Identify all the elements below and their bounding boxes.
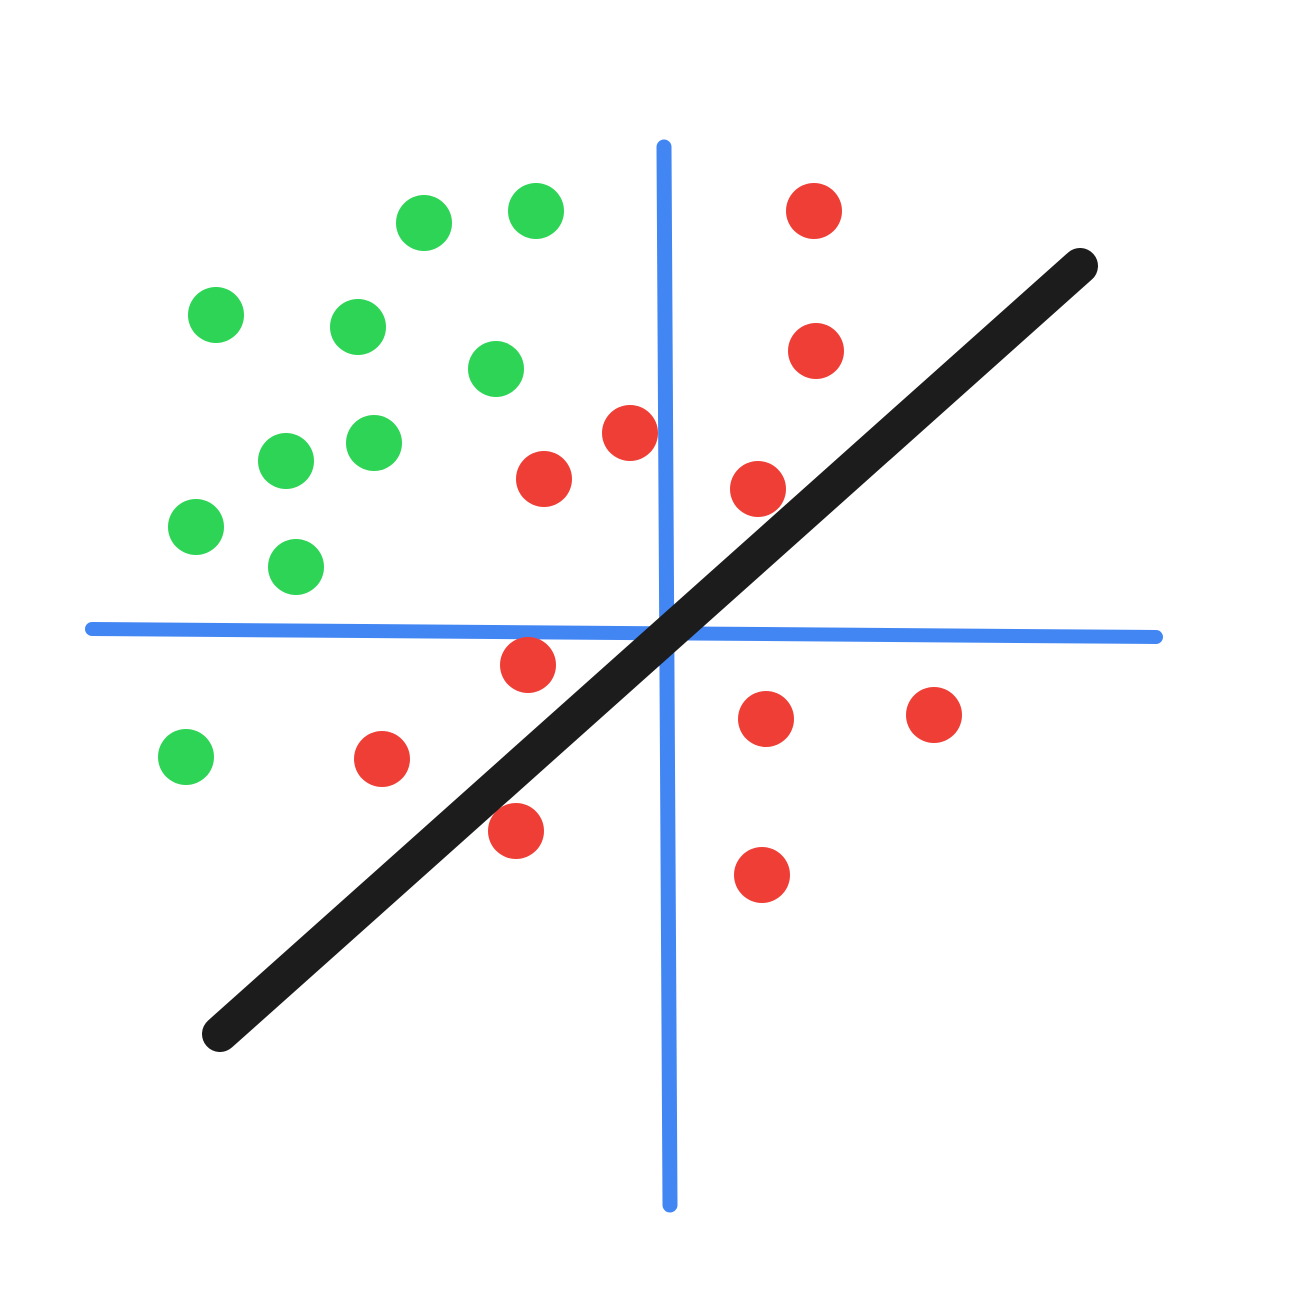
green-point [168, 499, 224, 555]
horizontal-axis [85, 622, 1163, 644]
red-points [354, 183, 962, 903]
separator-line [202, 248, 1098, 1052]
green-points [158, 183, 564, 785]
red-point [602, 405, 658, 461]
green-point [468, 341, 524, 397]
vertical-axis [656, 139, 678, 1213]
red-point [788, 323, 844, 379]
green-point [158, 729, 214, 785]
green-point [268, 539, 324, 595]
red-point [488, 803, 544, 859]
green-point [258, 433, 314, 489]
green-point [508, 183, 564, 239]
red-point [786, 183, 842, 239]
green-point [188, 287, 244, 343]
red-point [516, 451, 572, 507]
red-point [354, 731, 410, 787]
red-point [738, 691, 794, 747]
red-point [906, 687, 962, 743]
red-point [730, 461, 786, 517]
green-point [396, 195, 452, 251]
red-point [734, 847, 790, 903]
red-point [500, 637, 556, 693]
green-point [330, 299, 386, 355]
green-point [346, 415, 402, 471]
